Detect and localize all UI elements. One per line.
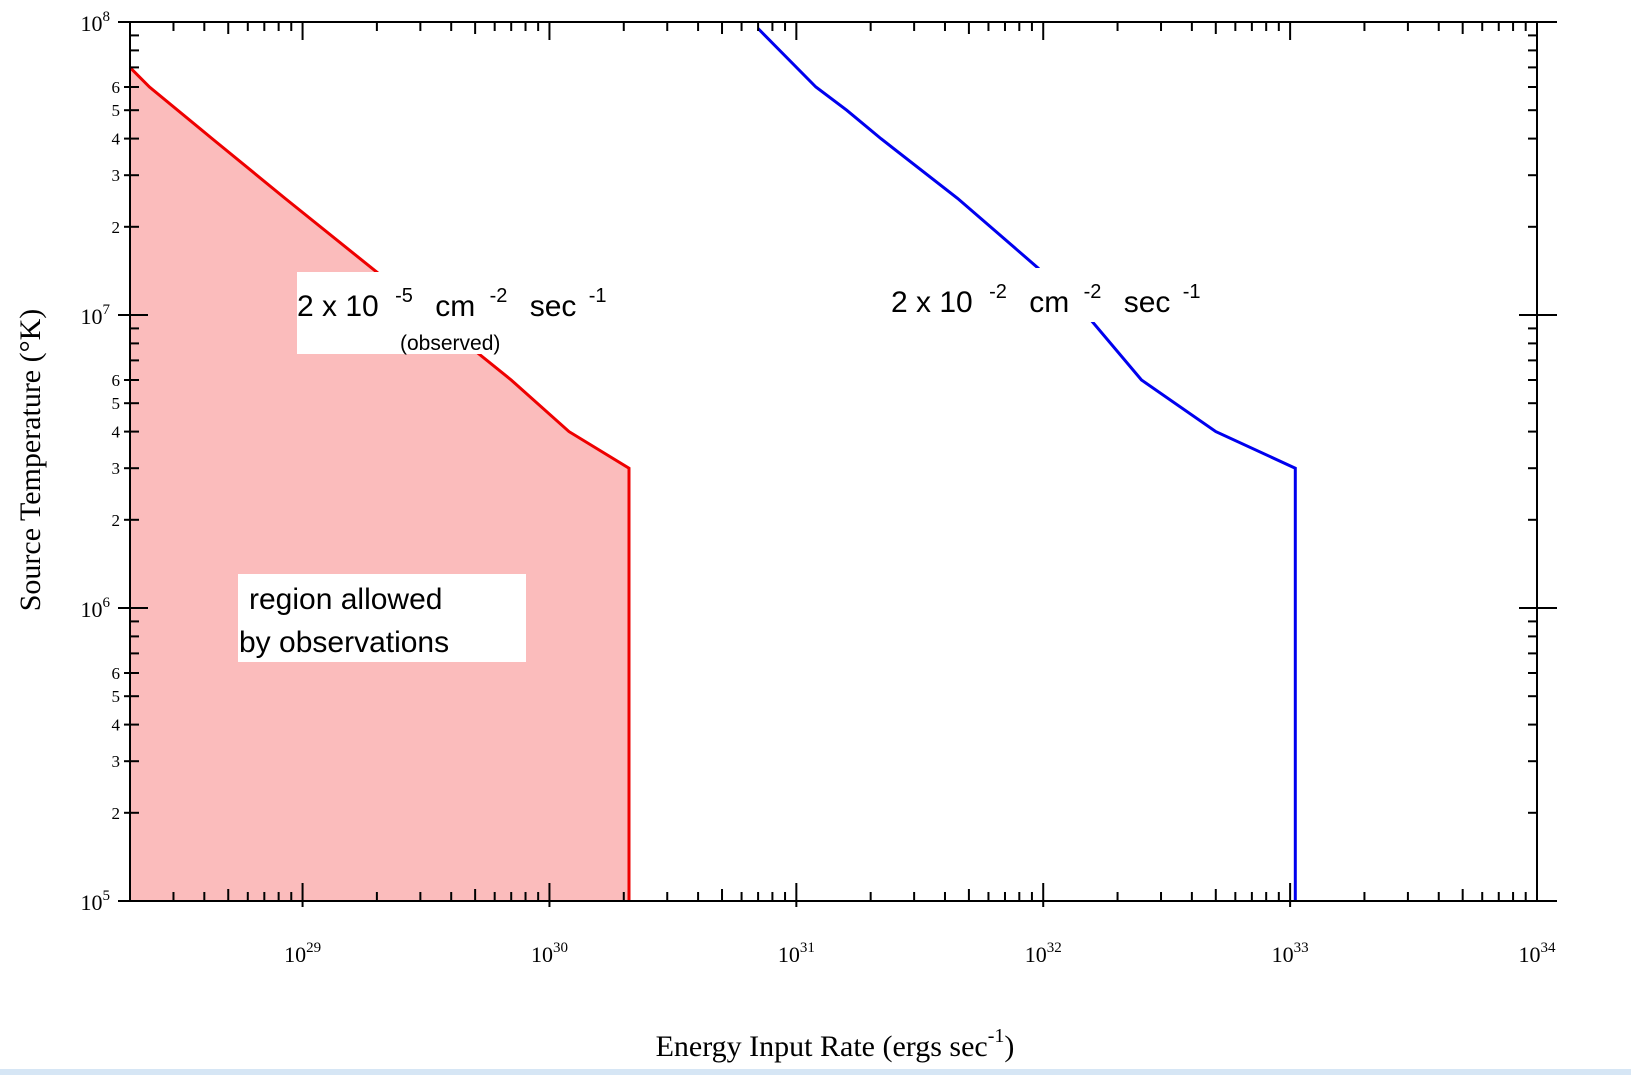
y-minor-tick-label: 4 [112,716,121,735]
y-tick-label: 106 [81,595,111,622]
x-tick-label-base: 10 [1519,942,1541,967]
blue-series-label: 2 x 10 -2 cm -2 sec -1 [891,272,1201,319]
y-minor-tick-label: 5 [112,687,121,706]
y-minor-tick-label: 3 [112,752,121,771]
blue-label-box [1028,268,1118,322]
region-label-line1: region allowed [249,583,442,616]
y-tick-label-exp: 8 [103,9,111,25]
window-bottom-edge [0,1069,1631,1075]
x-tick-label-base: 10 [531,942,553,967]
x-axis-title-sup: -1 [988,1025,1005,1047]
y-tick-label: 108 [81,9,111,36]
y-tick-label-exp: 6 [103,595,111,611]
y-tick-label-exp: 5 [103,888,111,904]
x-tick-label: 1029 [284,940,321,967]
series-2-line [757,27,1297,901]
red-label-box [297,272,623,354]
blue-label-pre: 2 x 10 [891,286,973,319]
red-label-pre: 2 x 10 [297,290,379,323]
y-minor-tick-label: 6 [112,78,121,97]
y-minor-tick-label: 2 [112,804,121,823]
x-tick-label-base: 10 [284,942,306,967]
red-series-label: 2 x 10 -5 cm -2 sec -1 [297,276,607,323]
y-tick-label-base: 10 [81,11,103,36]
y-minor-tick-label: 2 [112,511,121,530]
x-tick-label: 1032 [1025,940,1062,967]
y-tick-label-exp: 7 [103,302,111,318]
y-minor-tick-label: 4 [112,130,121,149]
blue-label-exp3: -1 [1183,281,1201,303]
plot-frame [129,21,1538,902]
red-label-note: (observed) [400,332,500,355]
y-tick-label-base: 10 [81,890,103,915]
y-minor-tick-label: 5 [112,394,121,413]
y-minor-tick-label: 4 [112,423,121,442]
x-tick-label-base: 10 [1025,942,1047,967]
red-label-exp2: -2 [490,285,508,307]
series-1-fill [130,67,629,901]
blue-label-post: sec [1124,286,1171,319]
red-label-post: sec [530,290,577,323]
x-tick-label-base: 10 [1272,942,1294,967]
region-label-line2: by observations [239,626,449,659]
y-minor-tick-label: 2 [112,218,121,237]
x-tick-label-exp: 29 [306,940,321,956]
x-tick-label-exp: 30 [553,940,568,956]
fill-layer [130,67,629,901]
y-minor-tick-label: 3 [112,166,121,185]
x-axis-title-tail: ) [1004,1030,1014,1063]
blue-label-mid: cm [1029,286,1069,319]
x-tick-label-exp: 32 [1047,940,1062,956]
y-minor-tick-label: 5 [112,101,121,120]
tick-layer [118,21,1557,907]
x-tick-label-exp: 31 [800,940,815,956]
x-tick-label-exp: 33 [1294,940,1309,956]
y-axis-title: Source Temperature (°K) [14,309,47,612]
y-minor-tick-label: 6 [112,664,121,683]
y-tick-label: 105 [81,888,111,915]
x-axis-title: Energy Input Rate (ergs sec-1) [656,1025,1015,1063]
x-tick-label: 1034 [1519,940,1557,967]
x-tick-label: 1033 [1272,940,1309,967]
x-tick-label: 1031 [778,940,815,967]
y-tick-label-base: 10 [81,597,103,622]
x-tick-label-base: 10 [778,942,800,967]
y-tick-label: 107 [81,302,111,329]
y-minor-tick-label: 6 [112,371,121,390]
blue-label-exp1: -2 [989,281,1007,303]
y-tick-label-base: 10 [81,304,103,329]
region-label-box [238,574,526,662]
blue-label-exp2: -2 [1084,281,1102,303]
x-tick-label: 1030 [531,940,568,967]
x-tick-label-exp: 34 [1541,940,1557,956]
red-label-exp1: -5 [395,285,413,307]
y-minor-tick-label: 3 [112,459,121,478]
x-tick-labels: 1029 1030 1031 1032 1033 1034 [284,940,1556,967]
red-label-exp3: -1 [589,285,607,307]
x-axis-title-main: Energy Input Rate (ergs sec [656,1030,988,1063]
red-label-mid: cm [435,290,475,323]
